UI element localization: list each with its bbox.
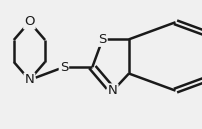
- Text: N: N: [107, 84, 117, 97]
- Text: O: O: [24, 15, 35, 28]
- Text: N: N: [24, 74, 34, 86]
- Text: S: S: [98, 33, 106, 46]
- Text: S: S: [59, 61, 68, 74]
